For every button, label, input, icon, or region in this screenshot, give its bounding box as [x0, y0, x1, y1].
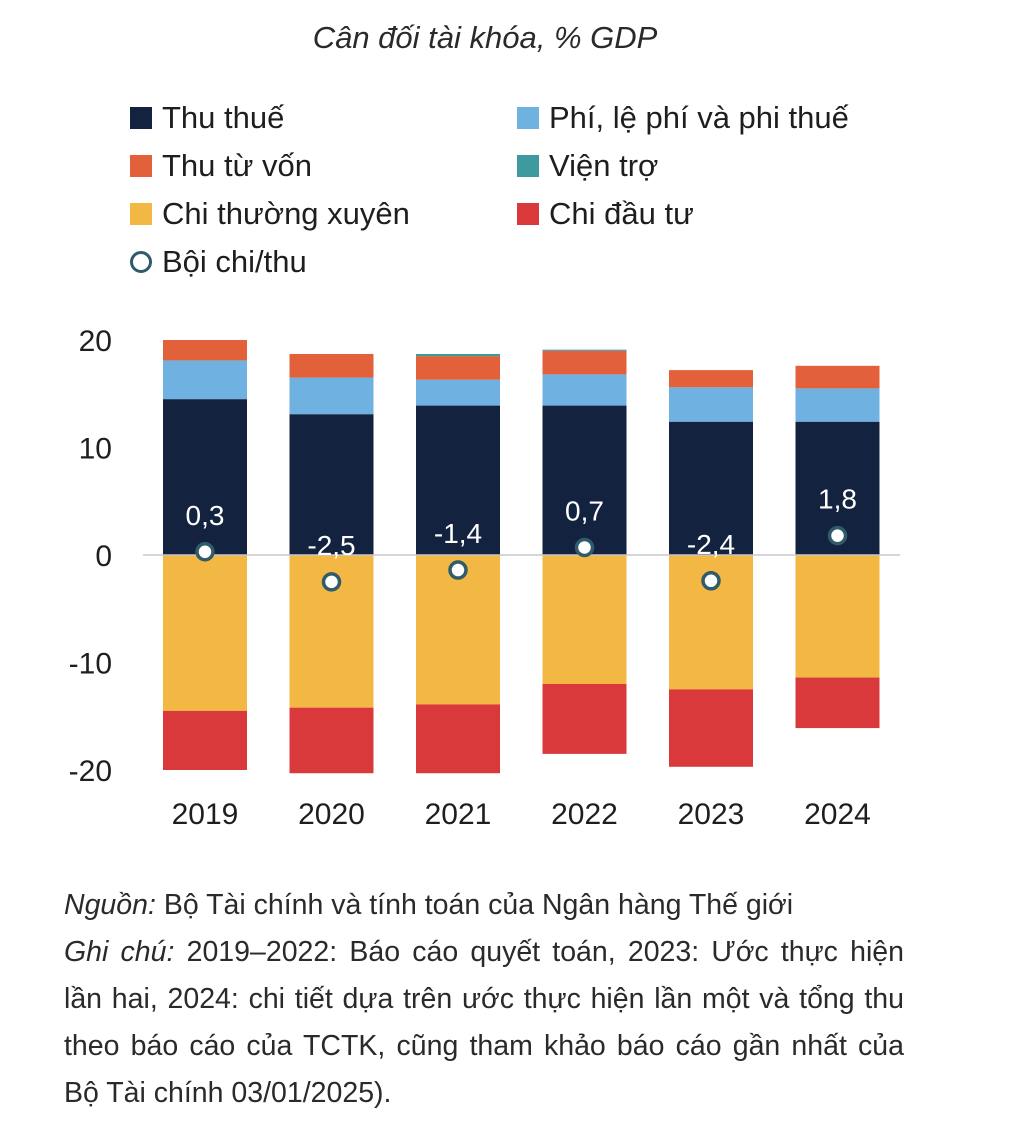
balance-label: 0,7 [565, 495, 604, 526]
legend-item-vien-tro: Viện trợ [517, 148, 658, 184]
bar-segment [416, 379, 500, 406]
source-note: Nguồn: Bộ Tài chính và tính toán của Ngâ… [64, 882, 904, 929]
bar-segment [795, 677, 880, 729]
legend-swatch-thu-tu-von [130, 155, 152, 177]
y-tick-label: 0 [95, 540, 112, 573]
bar-segment [289, 414, 374, 555]
legend-item-phi-le-phi: Phí, lệ phí và phi thuế [517, 100, 849, 136]
legend-label-chi-thuong-xuyen: Chi thường xuyên [162, 196, 410, 231]
legend-swatch-chi-dau-tu [517, 203, 539, 225]
footnote: Ghi chú: 2019–2022: Báo cáo quyết toán, … [64, 929, 904, 1117]
legend-swatch-chi-thuong-xuyen [130, 203, 152, 225]
bar-segment [163, 710, 247, 770]
bar-segment [795, 388, 880, 422]
bar-segment [542, 374, 627, 406]
legend-marker-boi-chi-thu [130, 251, 152, 273]
bar-segment [542, 405, 627, 555]
legend-item-chi-thuong-xuyen: Chi thường xuyên [130, 196, 410, 232]
bar-segment [542, 350, 627, 375]
stacked-bar-chart: 20 10 0 -10 -20 2019 2020 2021 2022 2023 2024 0,3 -2… [69, 325, 900, 831]
bar-segment [416, 353, 500, 357]
balance-label: -2,5 [307, 530, 355, 561]
bar-segment [669, 387, 753, 422]
x-tick-label: 2021 [425, 798, 492, 831]
source-label: Nguồn: [64, 889, 156, 921]
legend-item-thu-thue: Thu thuế [130, 100, 284, 136]
balance-point [321, 572, 342, 592]
legend-label-thu-tu-von: Thu từ vốn [162, 148, 312, 183]
bar-segment [289, 707, 374, 774]
x-tick-label: 2019 [172, 798, 239, 831]
y-tick-label: -10 [69, 648, 112, 681]
chart-title: Cân đối tài khóa, % GDP [312, 20, 658, 55]
bar-segment [289, 353, 374, 378]
balance-point [827, 525, 848, 546]
bar-segment [163, 340, 247, 361]
legend-swatch-phi-le-phi [517, 107, 539, 129]
source-text: Bộ Tài chính và tính toán của Ngân hàng … [155, 889, 794, 921]
legend-item-chi-dau-tu: Chi đầu tư [517, 196, 694, 232]
bar-segment [795, 555, 880, 678]
y-tick-label: -20 [69, 755, 112, 788]
y-tick-label: 10 [79, 433, 112, 466]
bar-segment [416, 704, 500, 774]
bar-segment [416, 555, 500, 705]
balance-point [701, 571, 721, 591]
legend-swatch-thu-thue [130, 107, 152, 129]
note-label: Ghi chú: [64, 936, 175, 968]
bar-segment [416, 356, 500, 380]
note-text: 2019–2022: Báo cáo quyết toán, 2023: Ước… [64, 936, 904, 1109]
bar-segment [163, 399, 247, 555]
bar-segment [416, 405, 500, 555]
legend-item-boi-chi-thu: Bội chi/thu [130, 244, 307, 280]
legend-label-chi-dau-tu: Chi đầu tư [549, 196, 694, 231]
legend-swatch-vien-tro [517, 155, 539, 177]
balance-point [574, 537, 595, 558]
bar-segment [669, 421, 753, 555]
bar-segment [669, 370, 753, 388]
bar-segment [542, 349, 627, 351]
balance-label: 0,3 [186, 500, 225, 531]
balance-label: 1,8 [818, 484, 857, 515]
legend-label-vien-tro: Viện trợ [549, 148, 659, 183]
bar-segment [542, 555, 627, 684]
bar-segment [289, 377, 374, 415]
bar-segment [542, 684, 627, 754]
x-tick-label: 2020 [298, 798, 365, 831]
x-tick-label: 2024 [804, 798, 871, 831]
balance-label: -2,4 [687, 529, 735, 560]
bar-segment [669, 689, 753, 767]
bar-segment [795, 365, 880, 389]
balance-point [195, 542, 215, 562]
balance-label: -1,4 [434, 518, 482, 549]
legend-label-phi-le-phi: Phí, lệ phí và phi thuế [549, 100, 849, 135]
bar-segment [163, 555, 247, 711]
x-tick-label: 2022 [551, 798, 618, 831]
x-tick-label: 2023 [678, 798, 745, 831]
bar-segment [163, 360, 247, 400]
chart-notes: Nguồn: Bộ Tài chính và tính toán của Ngâ… [64, 882, 904, 1117]
legend-label-thu-thue: Thu thuế [162, 100, 285, 135]
y-tick-label: 20 [79, 325, 112, 358]
balance-point [448, 560, 468, 580]
legend-label-boi-chi-thu: Bội chi/thu [162, 244, 307, 279]
legend-item-thu-tu-von: Thu từ vốn [130, 148, 312, 184]
